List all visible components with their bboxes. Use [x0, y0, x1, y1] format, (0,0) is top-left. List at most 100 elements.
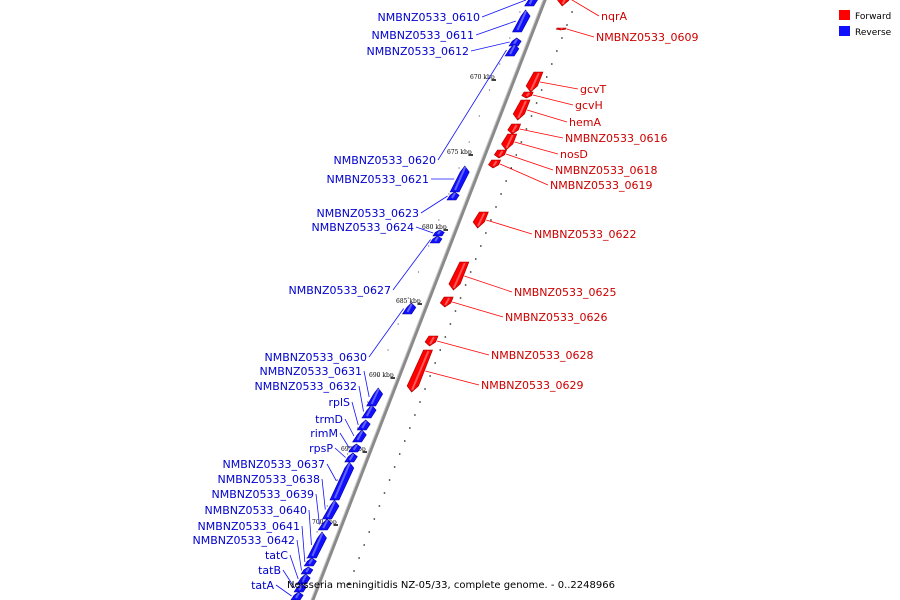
- gene-shading: [509, 44, 516, 55]
- kbp-tick-label: 690 kbp: [369, 372, 394, 379]
- reverse-gene-label[interactable]: trmD: [315, 413, 343, 426]
- leader-line: [415, 226, 434, 234]
- forward-gene-label[interactable]: NMBNZ0533_0625: [514, 286, 617, 299]
- gene-gcvt[interactable]: [525, 71, 544, 93]
- reverse-gene-label[interactable]: NMBNZ0533_0640: [204, 504, 307, 517]
- gene-shading: [361, 420, 368, 429]
- gene-nmbnz0533-0619[interactable]: [488, 159, 502, 169]
- reverse-gene-label[interactable]: tatC: [265, 549, 288, 562]
- gene-hema[interactable]: [512, 99, 531, 121]
- gene-nmbnz0533-0623[interactable]: [446, 191, 460, 201]
- forward-gene-label[interactable]: hemA: [569, 116, 601, 129]
- leader-line: [464, 275, 513, 293]
- gene-nmbnz0533-0622[interactable]: [472, 211, 489, 229]
- legend: Forward Reverse: [839, 10, 892, 38]
- gene-shading: [370, 388, 380, 405]
- forward-gene-label[interactable]: NMBNZ0533_0618: [555, 164, 658, 177]
- leader-line: [425, 370, 480, 386]
- reverse-gene-label[interactable]: NMBNZ0533_0632: [254, 380, 357, 393]
- reverse-gene-label[interactable]: NMBNZ0533_0641: [197, 520, 300, 533]
- leader-line: [571, 0, 600, 17]
- gene-nmbnz0533-0618[interactable]: [493, 149, 507, 159]
- gene-shading: [560, 27, 563, 30]
- leader-line: [358, 385, 364, 412]
- gene-nmbnz0533-0626[interactable]: [439, 296, 454, 308]
- genome-caption: Neisseria meningitidis NZ-05/33, complet…: [287, 580, 615, 591]
- gene-shading: [498, 150, 504, 157]
- gene-shading: [528, 0, 533, 5]
- reverse-gene-label[interactable]: NMBNZ0533_0627: [288, 284, 391, 297]
- gene-tata[interactable]: [290, 591, 304, 600]
- forward-gene-label[interactable]: gcvT: [580, 83, 607, 96]
- gene-gcvh[interactable]: [521, 91, 534, 99]
- gene-nmbnz0533-0625[interactable]: [448, 261, 470, 291]
- gene-shading: [411, 350, 430, 391]
- reverse-gene-label[interactable]: NMBNZ0533_0620: [333, 154, 436, 167]
- reverse-gene-label[interactable]: tatB: [258, 564, 281, 577]
- gene-rimm[interactable]: [348, 443, 362, 453]
- backbone: [310, 0, 547, 600]
- leader-line: [519, 128, 564, 139]
- gene-nmbnz0533-0610[interactable]: [524, 0, 539, 7]
- gene-shading: [516, 10, 527, 31]
- reverse-gene-label[interactable]: NMBNZ0533_0611: [371, 29, 474, 42]
- gene-nmbnz0533-0609[interactable]: [555, 27, 567, 31]
- reverse-gene-label[interactable]: rimM: [310, 427, 338, 440]
- forward-gene-label[interactable]: NMBNZ0533_0622: [534, 228, 637, 241]
- reverse-gene-label[interactable]: NMBNZ0533_0638: [217, 473, 320, 486]
- forward-gene-label[interactable]: NMBNZ0533_0616: [565, 132, 668, 145]
- forward-gene-label[interactable]: gcvH: [575, 99, 603, 112]
- reverse-gene-label[interactable]: NMBNZ0533_0630: [264, 351, 367, 364]
- reverse-gene-label[interactable]: NMBNZ0533_0621: [326, 173, 429, 186]
- gene-shading: [322, 519, 329, 529]
- forward-gene-label[interactable]: NMBNZ0533_0609: [596, 31, 699, 44]
- gene-shading: [434, 236, 439, 242]
- gene-shading: [295, 592, 300, 599]
- gene-nmbnz0533-0629[interactable]: [406, 349, 433, 393]
- forward-gene-label[interactable]: NMBNZ0533_0626: [505, 311, 608, 324]
- gene-nqra[interactable]: [557, 0, 572, 7]
- leader-line: [363, 370, 370, 398]
- reverse-gene-label[interactable]: NMBNZ0533_0631: [259, 365, 362, 378]
- reverse-gene-label[interactable]: NMBNZ0533_0639: [211, 488, 314, 501]
- gene-nmbnz0533-0641[interactable]: [303, 557, 317, 567]
- forward-gene-label[interactable]: NMBNZ0533_0629: [481, 379, 584, 392]
- gene-nmbnz0533-0627[interactable]: [429, 235, 443, 244]
- reverse-gene-label[interactable]: rpsP: [309, 442, 333, 455]
- legend-forward-swatch: [839, 10, 850, 20]
- reverse-gene-label[interactable]: NMBNZ0533_0642: [192, 534, 295, 547]
- reverse-gene-label[interactable]: NMBNZ0533_0610: [377, 11, 480, 24]
- gene-shading: [366, 405, 373, 417]
- forward-gene-label[interactable]: NMBNZ0533_0628: [491, 349, 594, 362]
- reverse-gene-label[interactable]: NMBNZ0533_0637: [222, 458, 325, 471]
- gene-shading: [513, 38, 518, 45]
- gene-nmbnz0533-0611[interactable]: [512, 9, 531, 33]
- gene-shading: [454, 166, 467, 191]
- gene-nmbnz0533-0628[interactable]: [424, 335, 439, 347]
- gene-trmd[interactable]: [352, 429, 367, 443]
- reverse-gene-label[interactable]: NMBNZ0533_0612: [366, 45, 469, 58]
- gene-nmbnz0533-0639[interactable]: [317, 518, 332, 531]
- gene-nosd[interactable]: [501, 133, 518, 151]
- forward-gene-label[interactable]: nosD: [560, 148, 588, 161]
- reverse-gene-label[interactable]: rplS: [328, 396, 350, 409]
- leader-line: [321, 478, 326, 510]
- leader-line: [452, 301, 504, 318]
- reverse-gene-label[interactable]: tatA: [251, 579, 274, 592]
- reverse-gene-label[interactable]: NMBNZ0533_0624: [311, 221, 414, 234]
- gene-shading: [311, 532, 324, 557]
- leader-line: [326, 463, 337, 482]
- leader-line: [499, 163, 549, 186]
- gene-shading: [561, 0, 566, 5]
- forward-gene-label[interactable]: NMBNZ0533_0619: [550, 179, 653, 192]
- gene-nmbnz0533-0632[interactable]: [361, 404, 377, 419]
- forward-gene-label[interactable]: nqrA: [601, 10, 627, 23]
- leader-line: [437, 49, 507, 161]
- gene-nmbnz0533-0616[interactable]: [507, 123, 522, 135]
- leader-line: [514, 141, 559, 155]
- gene-nmbnz0533-0630[interactable]: [401, 302, 417, 315]
- gene-nmbnz0533-0620[interactable]: [504, 43, 520, 57]
- leader-line: [486, 219, 533, 235]
- reverse-gene-label[interactable]: NMBNZ0533_0623: [316, 207, 419, 220]
